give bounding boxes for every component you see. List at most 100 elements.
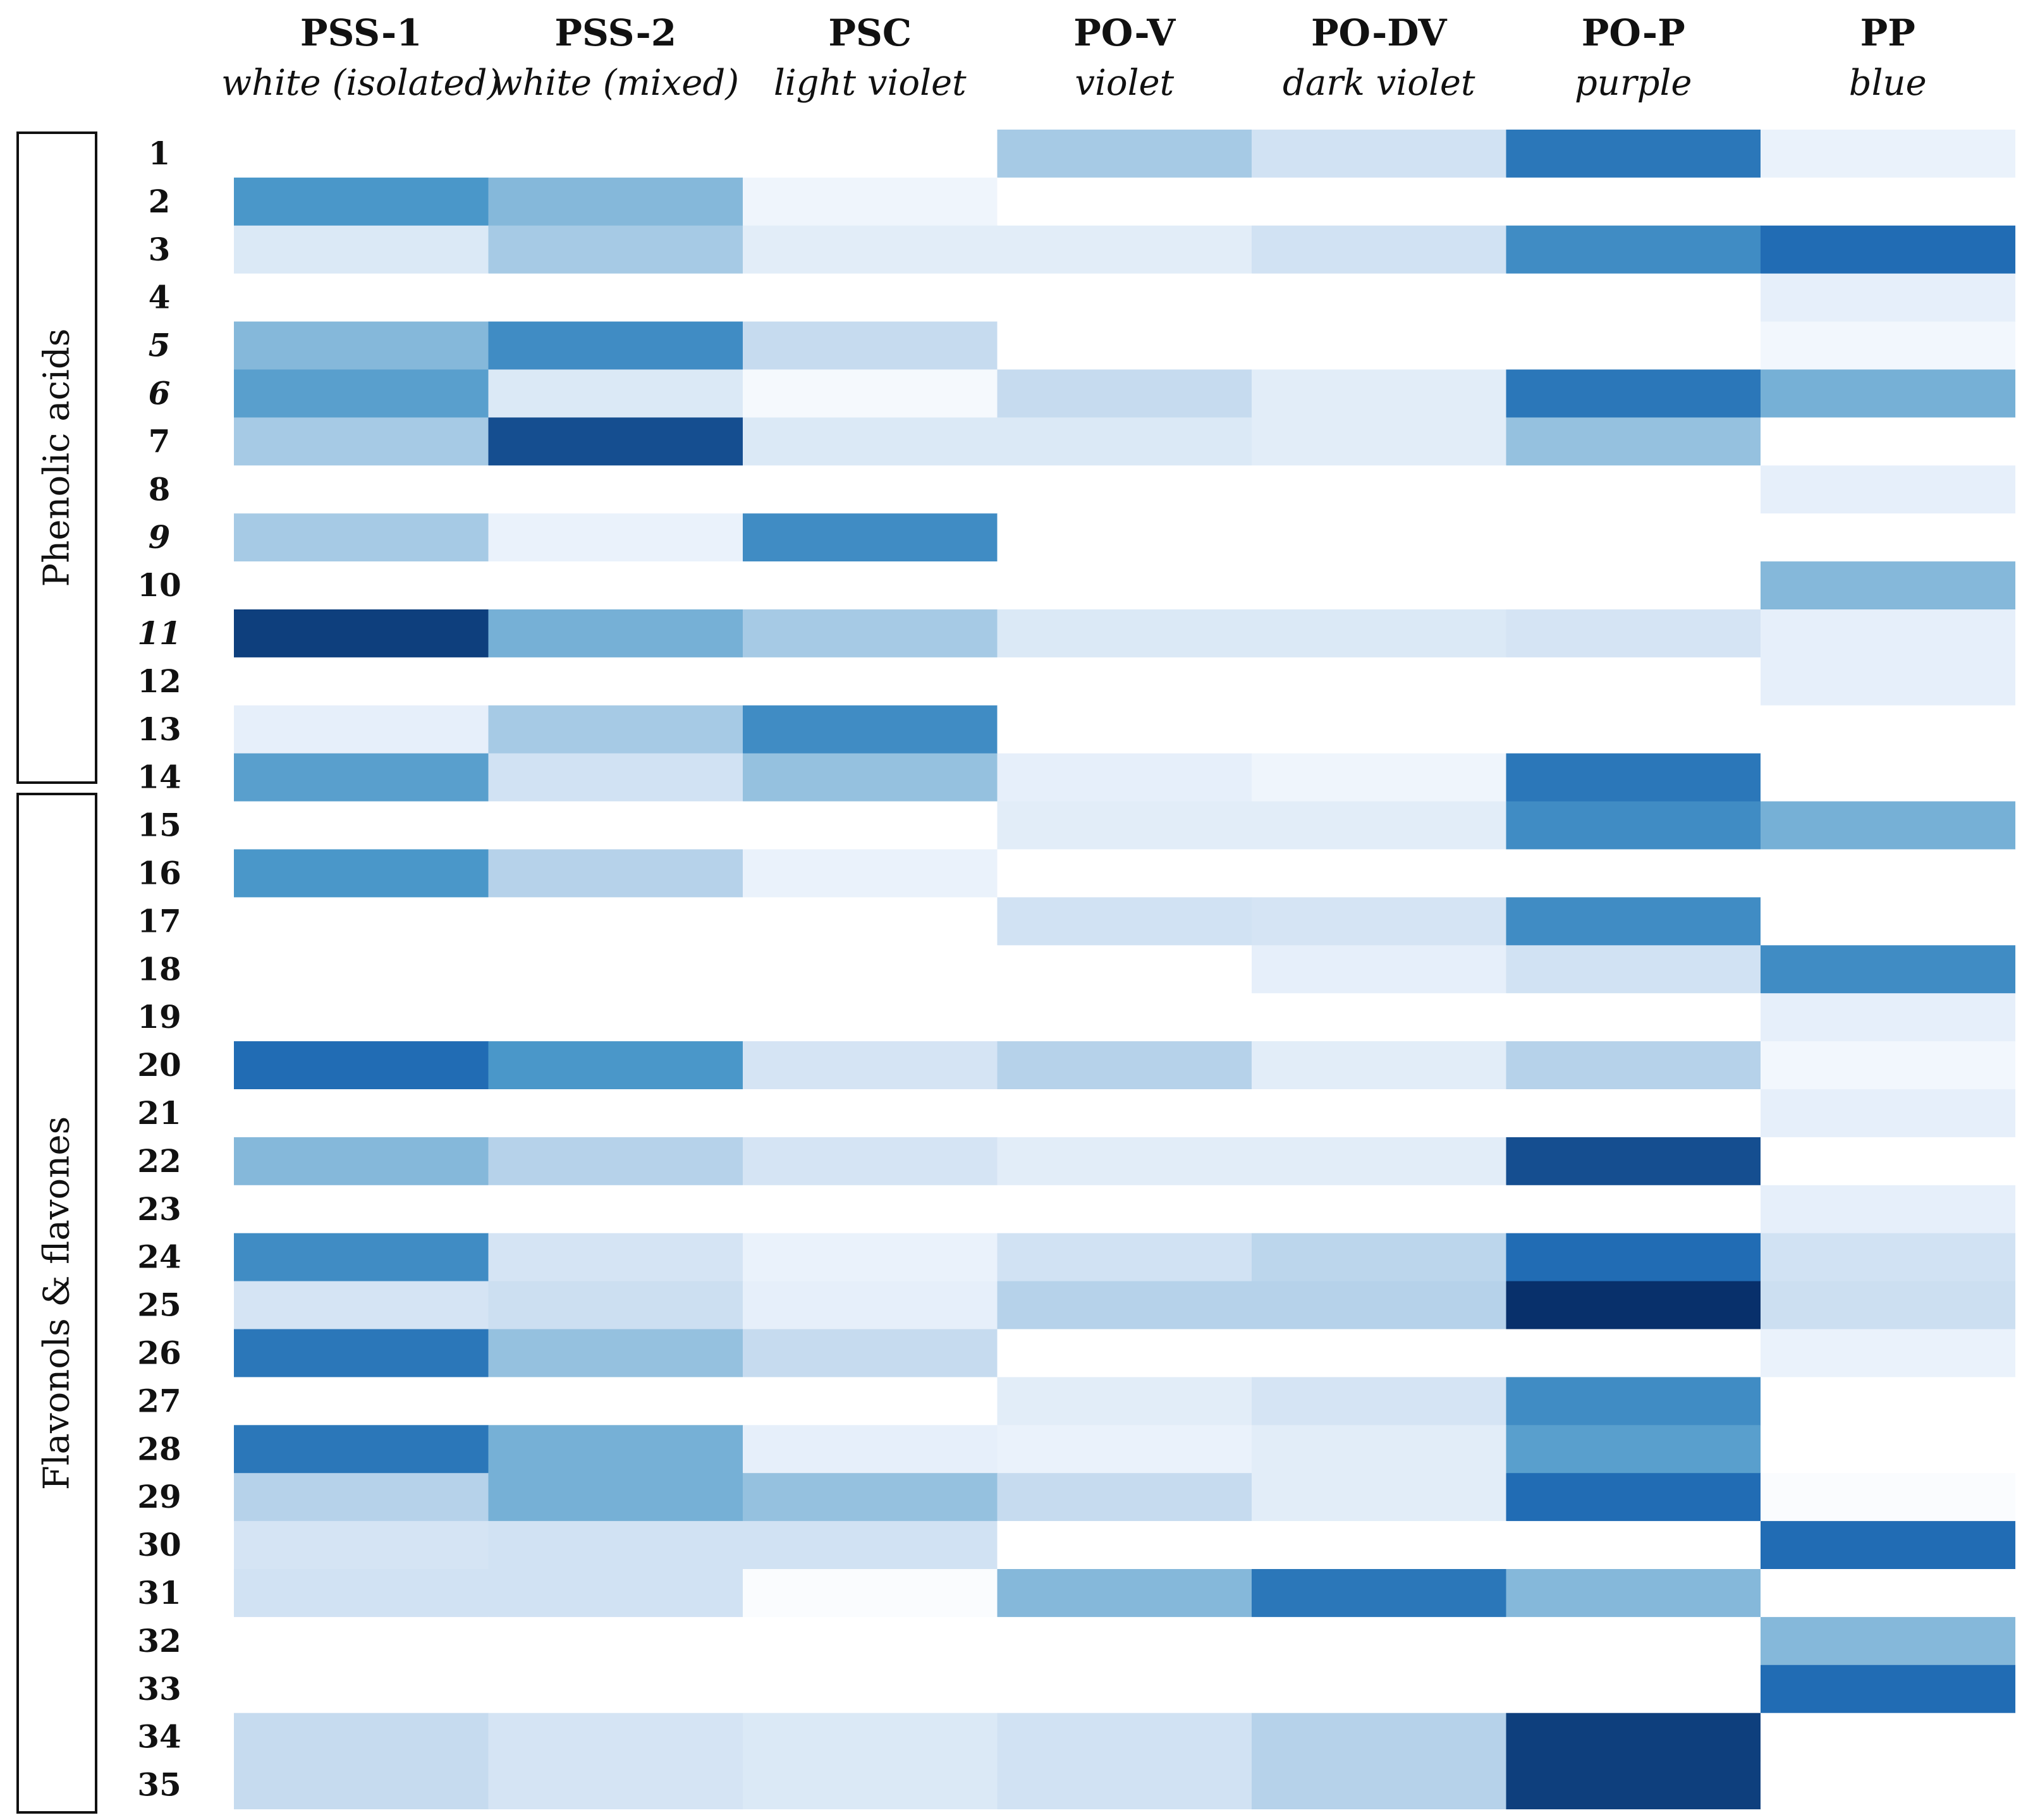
heatmap-cell-14-PP bbox=[1761, 753, 2016, 802]
heatmap-cell-33-PSS-2 bbox=[488, 1664, 743, 1714]
heatmap-cell-5-PSC bbox=[743, 321, 998, 370]
row-label: 23 bbox=[137, 1190, 181, 1228]
row-label: 24 bbox=[137, 1238, 181, 1276]
heatmap-cell-1-PSS-1 bbox=[234, 130, 489, 178]
heatmap-cell-35-PP bbox=[1761, 1761, 2016, 1810]
heatmap-cell-3-PSS-2 bbox=[488, 225, 743, 274]
heatmap-cell-30-PSC bbox=[743, 1521, 998, 1570]
row-label: 22 bbox=[137, 1142, 181, 1180]
heatmap-cell-14-PO-V bbox=[997, 753, 1252, 802]
heatmap-cell-26-PO-DV bbox=[1252, 1329, 1507, 1377]
heatmap-cell-13-PP bbox=[1761, 705, 2016, 754]
row-label: 13 bbox=[137, 711, 181, 748]
heatmap-cell-18-PSC bbox=[743, 945, 998, 994]
heatmap-cell-8-PP bbox=[1761, 465, 2016, 514]
heatmap-cell-33-PSS-1 bbox=[234, 1664, 489, 1714]
heatmap-cell-2-PO-P bbox=[1506, 177, 1761, 226]
row-label: 15 bbox=[137, 807, 181, 844]
heatmap-cell-6-PSS-1 bbox=[234, 369, 489, 418]
heatmap-cell-14-PSS-2 bbox=[488, 753, 743, 802]
heatmap-cell-17-PSS-1 bbox=[234, 897, 489, 946]
heatmap-cell-9-PP bbox=[1761, 513, 2016, 562]
heatmap-cell-15-PSS-2 bbox=[488, 801, 743, 850]
heatmap-cell-25-PSS-1 bbox=[234, 1281, 489, 1330]
heatmap-cell-19-PSS-2 bbox=[488, 993, 743, 1042]
heatmap-cell-21-PSS-2 bbox=[488, 1089, 743, 1138]
heatmap-cell-5-PO-V bbox=[997, 321, 1252, 370]
row-label: 19 bbox=[137, 998, 181, 1035]
heatmap-cell-7-PP bbox=[1761, 417, 2016, 466]
row-label: 4 bbox=[149, 279, 171, 316]
heatmap-cell-9-PSS-2 bbox=[488, 513, 743, 562]
heatmap-cell-26-PSS-2 bbox=[488, 1329, 743, 1377]
row-label: 6 bbox=[149, 375, 171, 412]
heatmap-cell-24-PP bbox=[1761, 1233, 2016, 1282]
heatmap-cell-22-PO-P bbox=[1506, 1137, 1761, 1186]
row-label: 30 bbox=[137, 1526, 181, 1563]
heatmap-cell-12-PO-V bbox=[997, 657, 1252, 706]
row-label: 20 bbox=[137, 1046, 181, 1084]
heatmap-cell-15-PP bbox=[1761, 801, 2016, 850]
row-label: 14 bbox=[137, 759, 181, 796]
column-code-label: PSS-2 bbox=[554, 11, 676, 54]
heatmap-cell-31-PSS-1 bbox=[234, 1569, 489, 1618]
heatmap-cell-18-PSS-2 bbox=[488, 945, 743, 994]
row-label: 3 bbox=[149, 231, 171, 268]
heatmap-cell-2-PSS-2 bbox=[488, 177, 743, 226]
heatmap-cell-11-PO-V bbox=[997, 609, 1252, 658]
heatmap-cell-21-PO-P bbox=[1506, 1089, 1761, 1138]
heatmap-cell-11-PSC bbox=[743, 609, 998, 658]
heatmap-cell-30-PP bbox=[1761, 1521, 2016, 1570]
row-label: 9 bbox=[149, 518, 171, 556]
heatmap-cell-30-PSS-2 bbox=[488, 1521, 743, 1570]
row-label: 12 bbox=[137, 663, 181, 700]
row-label: 21 bbox=[137, 1094, 181, 1132]
heatmap-cell-30-PO-DV bbox=[1252, 1521, 1507, 1570]
heatmap-cell-26-PO-V bbox=[997, 1329, 1252, 1377]
heatmap-cell-29-PSC bbox=[743, 1473, 998, 1522]
heatmap-cell-34-PSS-1 bbox=[234, 1713, 489, 1762]
row-label: 10 bbox=[137, 566, 181, 604]
row-label: 28 bbox=[137, 1430, 181, 1467]
heatmap-cell-17-PSS-2 bbox=[488, 897, 743, 946]
heatmap-cell-13-PSC bbox=[743, 705, 998, 754]
column-code-label: PSS-1 bbox=[300, 11, 422, 54]
heatmap-cell-19-PP bbox=[1761, 993, 2016, 1042]
column-code-label: PSC bbox=[828, 11, 912, 54]
column-code-label: PO-DV bbox=[1311, 11, 1448, 54]
heatmap-cell-23-PO-P bbox=[1506, 1185, 1761, 1234]
heatmap-cell-33-PSC bbox=[743, 1664, 998, 1714]
heatmap-cell-26-PSC bbox=[743, 1329, 998, 1377]
row-label: 31 bbox=[137, 1574, 181, 1611]
heatmap-cell-21-PSS-1 bbox=[234, 1089, 489, 1138]
heatmap-cell-27-PSC bbox=[743, 1377, 998, 1426]
heatmap-cell-35-PO-V bbox=[997, 1761, 1252, 1810]
heatmap-cell-19-PO-DV bbox=[1252, 993, 1507, 1042]
heatmap-cell-20-PP bbox=[1761, 1041, 2016, 1090]
heatmap-cell-29-PSS-2 bbox=[488, 1473, 743, 1522]
heatmap-cell-10-PSC bbox=[743, 561, 998, 610]
heatmap-cell-9-PO-P bbox=[1506, 513, 1761, 562]
heatmap-cell-7-PSC bbox=[743, 417, 998, 466]
heatmap-cell-5-PO-P bbox=[1506, 321, 1761, 370]
heatmap-cell-11-PSS-1 bbox=[234, 609, 489, 658]
heatmap-cell-25-PSC bbox=[743, 1281, 998, 1330]
row-label: 33 bbox=[137, 1670, 181, 1707]
heatmap-cell-10-PO-DV bbox=[1252, 561, 1507, 610]
row-label: 32 bbox=[137, 1622, 181, 1659]
heatmap-cell-6-PSS-2 bbox=[488, 369, 743, 418]
column-description-label: white (mixed) bbox=[492, 63, 739, 104]
heatmap-cell-18-PO-DV bbox=[1252, 945, 1507, 994]
heatmap-cell-2-PO-V bbox=[997, 177, 1252, 226]
heatmap-cell-35-PSC bbox=[743, 1761, 998, 1810]
heatmap-cell-16-PSC bbox=[743, 849, 998, 898]
heatmap-cell-4-PO-DV bbox=[1252, 273, 1507, 322]
heatmap-cell-1-PSC bbox=[743, 130, 998, 178]
heatmap-cell-32-PSS-1 bbox=[234, 1616, 489, 1666]
heatmap-cell-16-PO-V bbox=[997, 849, 1252, 898]
heatmap-cell-18-PO-V bbox=[997, 945, 1252, 994]
heatmap-cell-33-PP bbox=[1761, 1664, 2016, 1714]
row-label: 25 bbox=[137, 1286, 181, 1324]
heatmap-cell-33-PO-V bbox=[997, 1664, 1252, 1714]
